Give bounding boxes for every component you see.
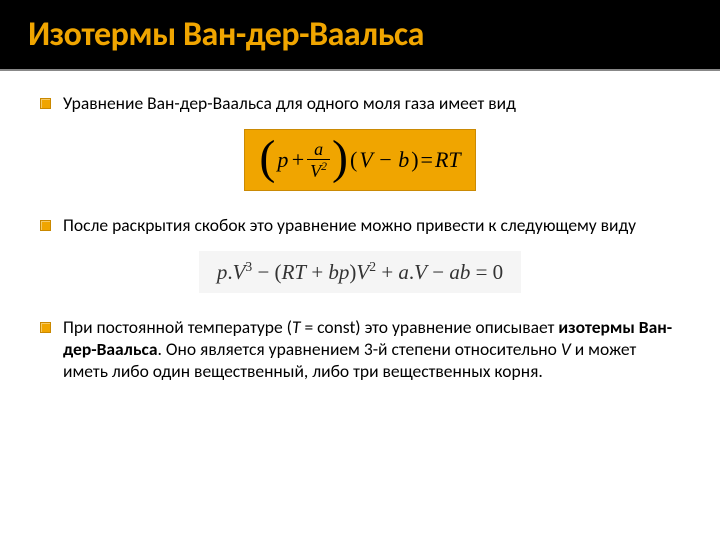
bullet-1-text: Уравнение Ван-дер-Ваальса для одного мол… bbox=[63, 93, 680, 115]
slide-title: Изотермы Ван-дер-Ваальса bbox=[28, 14, 692, 55]
eq1-vmb: V − b bbox=[359, 147, 409, 173]
eq1-frac-den: V2 bbox=[307, 160, 330, 180]
equation-1: ( p + a V2 ) ( V − b ) = RT bbox=[259, 140, 460, 180]
eq1-plus: + bbox=[290, 147, 305, 173]
bullet-3: При постоянной температуре (T = const) э… bbox=[40, 317, 680, 383]
equation-2-box: p.V3 − (RT + bp)V2 + a.V − ab = 0 bbox=[199, 251, 521, 293]
bullet-marker-icon bbox=[40, 220, 51, 231]
lparen-big: ( bbox=[259, 139, 275, 177]
rparen-big: ) bbox=[332, 139, 348, 177]
bullet-marker-icon bbox=[40, 98, 51, 109]
eq1-eq: = bbox=[421, 147, 433, 173]
equation-1-box: ( p + a V2 ) ( V − b ) = RT bbox=[244, 129, 475, 191]
bullet-marker-icon bbox=[40, 322, 51, 333]
eq1-rt: RT bbox=[435, 147, 461, 173]
title-band: Изотермы Ван-дер-Ваальса bbox=[0, 0, 720, 71]
eq1-frac-num: a bbox=[307, 140, 330, 160]
equation-2: p.V3 − (RT + bp)V2 + a.V − ab = 0 bbox=[217, 259, 503, 285]
bullet-3-text: При постоянной температуре (T = const) э… bbox=[63, 317, 680, 383]
eq1-p: p bbox=[277, 147, 288, 173]
content-area: Уравнение Ван-дер-Ваальса для одного мол… bbox=[0, 71, 720, 402]
eq1-open2: ( bbox=[350, 147, 357, 173]
equation-2-wrap: p.V3 − (RT + bp)V2 + a.V − ab = 0 bbox=[40, 251, 680, 293]
eq1-close2: ) bbox=[411, 147, 418, 173]
bullet-2-text: После раскрытия скобок это уравнение мож… bbox=[63, 215, 680, 237]
bullet-1: Уравнение Ван-дер-Ваальса для одного мол… bbox=[40, 93, 680, 115]
eq1-frac: a V2 bbox=[307, 140, 330, 180]
bullet-2: После раскрытия скобок это уравнение мож… bbox=[40, 215, 680, 237]
equation-1-wrap: ( p + a V2 ) ( V − b ) = RT bbox=[40, 129, 680, 191]
